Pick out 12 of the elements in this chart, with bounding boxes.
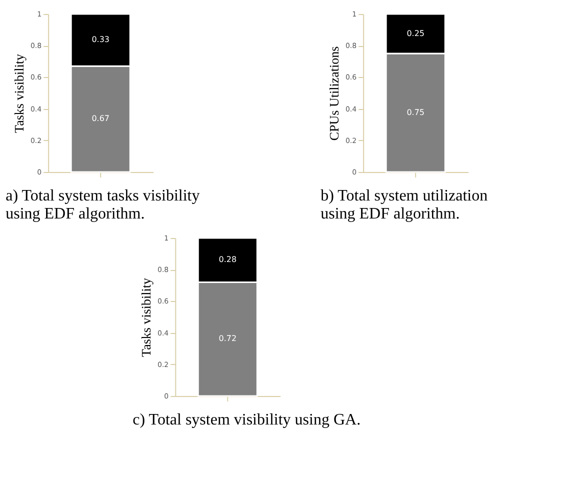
text: a) Total system tasks visibility using EDF algorithm.: [6, 188, 200, 222]
data-label: 0.67: [92, 114, 110, 124]
y-axis-title: CPUs Utilizations: [326, 46, 342, 141]
text: c) Total system visibility using GA.: [132, 412, 361, 428]
text: b) Total system utilization using EDF algorithm.: [320, 188, 488, 222]
data-label: 0.33: [92, 35, 110, 44]
y-axis-title: Tasks visibility: [11, 54, 26, 133]
data-label: 0.72: [218, 334, 237, 344]
data-label: 0.75: [406, 108, 425, 117]
data-label: 0.25: [406, 28, 425, 38]
data-label: 0.28: [218, 255, 237, 264]
y-axis-title: Tasks visibility: [138, 278, 154, 357]
